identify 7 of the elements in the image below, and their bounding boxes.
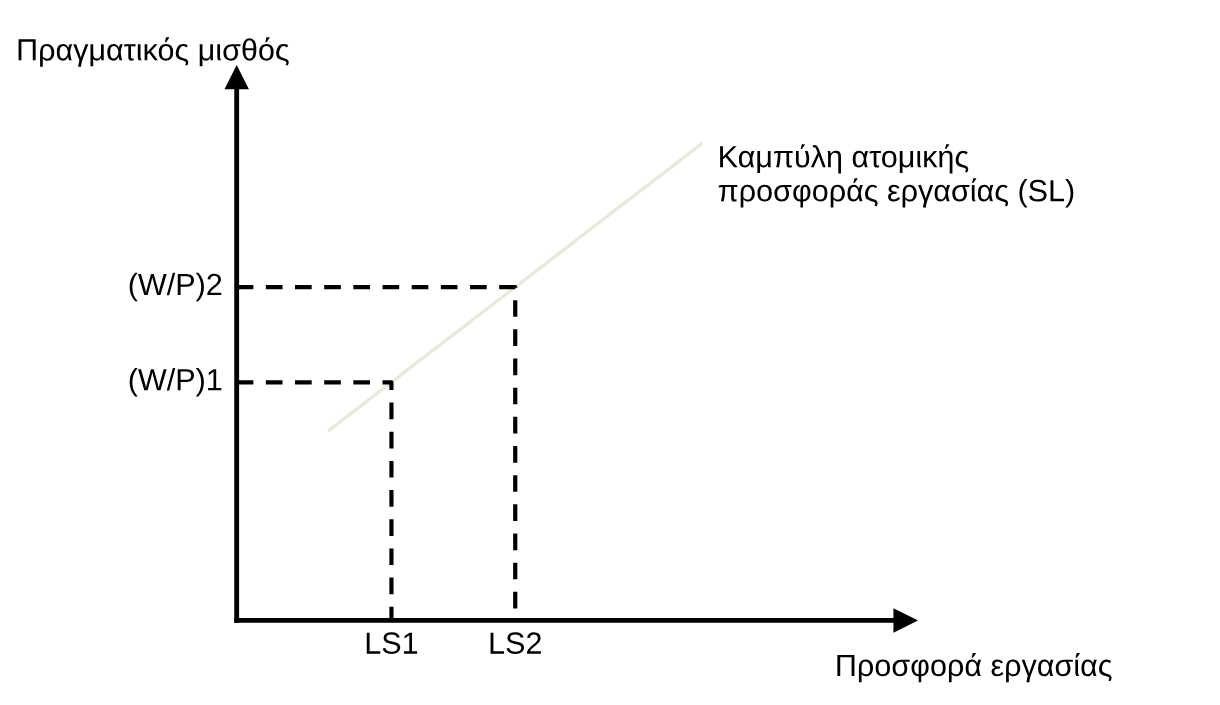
- x-tick-label: LS2: [490, 632, 541, 654]
- annotation: Καμπύλη ατομικής προσφοράς εργασίας (SL): [718, 144, 1074, 208]
- text: (W/P)1: [129, 368, 222, 397]
- x-tick-label: LS1: [366, 632, 418, 654]
- x-axis-title: Προσφορά εργασίας: [837, 652, 1112, 683]
- y-axis-title: Πραγματικός μισθός: [18, 37, 289, 67]
- text: (W/P)2: [129, 272, 222, 302]
